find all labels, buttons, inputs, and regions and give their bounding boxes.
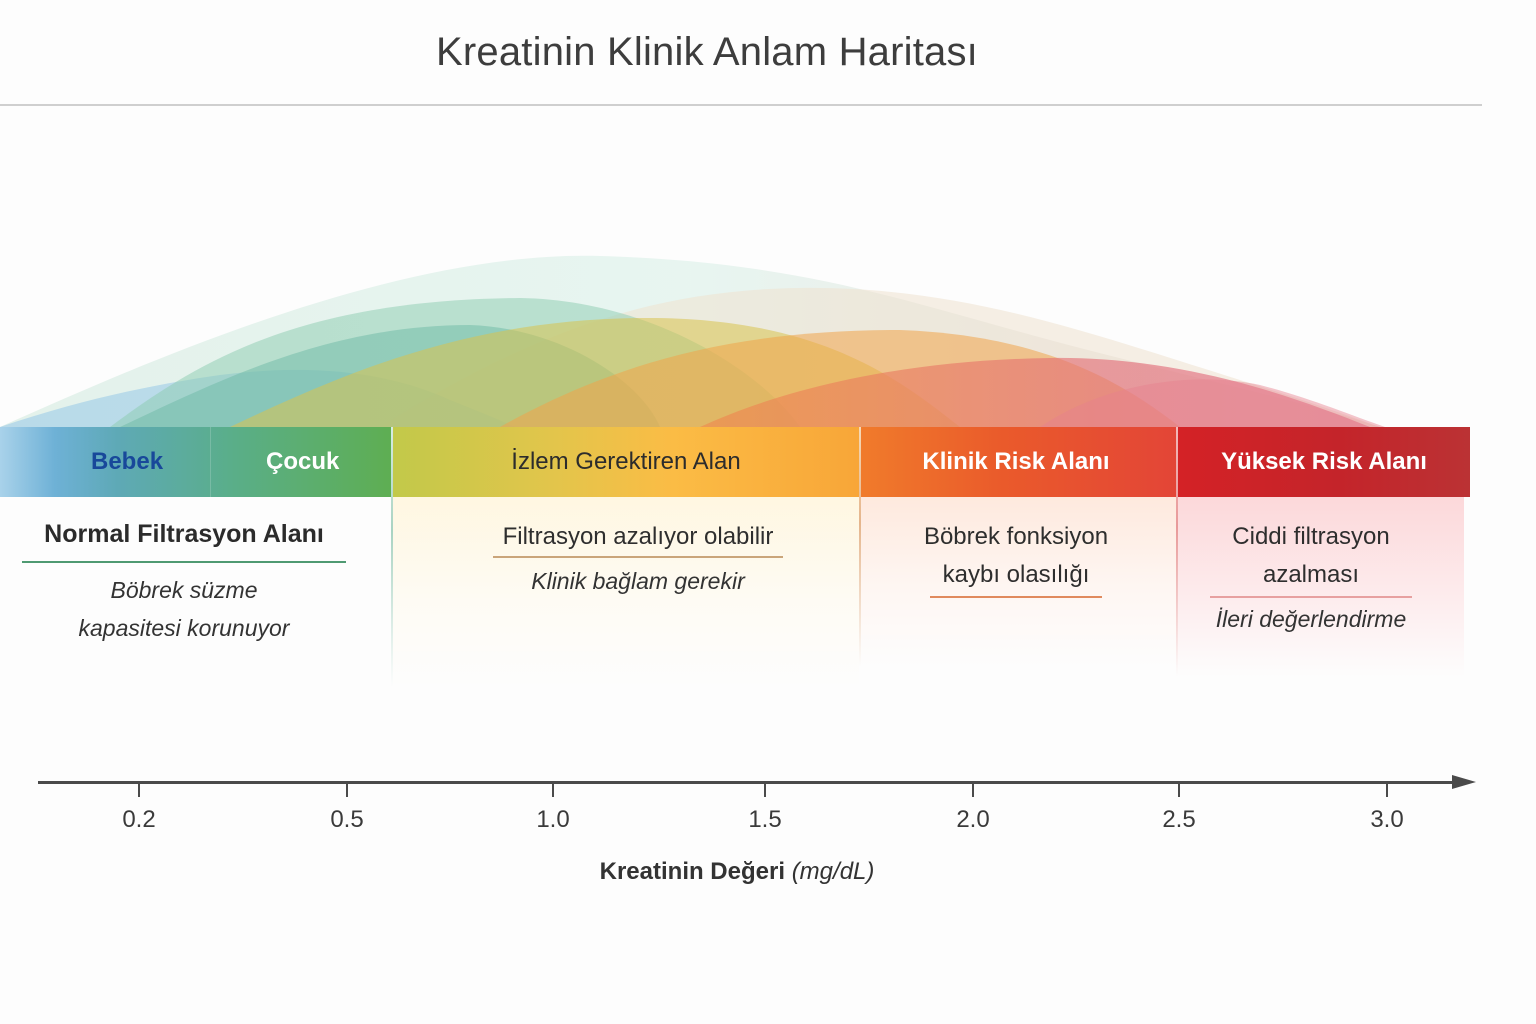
normal-heading: Normal Filtrasyon Alanı bbox=[44, 520, 324, 548]
infant-label: Bebek bbox=[91, 448, 164, 475]
tick-mark bbox=[138, 783, 140, 797]
tick-mark bbox=[972, 783, 974, 797]
normal-underline bbox=[22, 561, 346, 563]
infant-child-divider bbox=[210, 427, 211, 497]
high-risk-label: Yüksek Risk Alanı bbox=[1221, 448, 1427, 475]
tick-mark bbox=[346, 783, 348, 797]
zone-bar-normal: Bebek Çocuk bbox=[0, 427, 392, 497]
high-note: İleri değerlendirme bbox=[1215, 606, 1407, 632]
child-label: Çocuk bbox=[266, 448, 340, 475]
x-axis-title-unit: (mg/dL) bbox=[791, 858, 875, 885]
normal-zone-info: Normal Filtrasyon Alanı Böbrek süzme kap… bbox=[22, 520, 346, 647]
high-desc-line2: azalması bbox=[1262, 561, 1360, 588]
tick-mark bbox=[1386, 783, 1388, 797]
page-title: Kreatinin Klinik Anlam Haritası bbox=[436, 30, 978, 74]
tick-label: 1.0 bbox=[536, 806, 570, 833]
x-axis-arrow-icon bbox=[1452, 775, 1476, 789]
tick-label: 0.5 bbox=[330, 806, 364, 833]
clinical-zone-info: Böbrek fonksiyon kaybı olasılığı bbox=[861, 518, 1171, 598]
high-desc-line1: Ciddi filtrasyon bbox=[1232, 523, 1390, 550]
divider-clinical-high bbox=[1176, 427, 1178, 677]
zone-bar-clinical: Klinik Risk Alanı bbox=[861, 427, 1177, 497]
title-divider bbox=[0, 104, 1482, 106]
watch-underline bbox=[493, 556, 783, 558]
watch-note: Klinik bağlam gerekir bbox=[531, 568, 745, 594]
tick-label: 2.0 bbox=[956, 806, 990, 833]
high-risk-pane bbox=[1178, 497, 1464, 677]
clinical-curve bbox=[700, 357, 1370, 427]
high-underline bbox=[1210, 596, 1412, 598]
watch-desc: Filtrasyon azalıyor olabilir bbox=[502, 523, 774, 550]
normal-desc-line1: Böbrek süzme bbox=[110, 577, 258, 603]
tick-label: 2.5 bbox=[1162, 806, 1196, 833]
divider-watch-clinical bbox=[859, 427, 861, 667]
x-axis-title-main: Kreatinin Değeri bbox=[599, 858, 786, 885]
tick-label: 1.5 bbox=[748, 806, 782, 833]
clinical-desc-line1: Böbrek fonksiyon bbox=[923, 523, 1109, 550]
zone-bar-watch: İzlem Gerektiren Alan bbox=[393, 427, 859, 497]
watch-zone-info: Filtrasyon azalıyor olabilir Klinik bağl… bbox=[393, 518, 883, 600]
x-axis-line bbox=[38, 781, 1458, 784]
watch-label: İzlem Gerektiren Alan bbox=[511, 448, 741, 475]
clinical-underline bbox=[930, 596, 1102, 598]
x-axis-title: Kreatinin Değeri (mg/dL) bbox=[0, 858, 1474, 886]
zone-bar-high-risk: Yüksek Risk Alanı bbox=[1178, 427, 1470, 497]
tick-label: 0.2 bbox=[122, 806, 156, 833]
high-risk-zone-info: Ciddi filtrasyon azalması İleri değerlen… bbox=[1178, 518, 1444, 638]
normal-desc-line2: kapasitesi korunuyor bbox=[78, 615, 290, 641]
clinical-desc-line2: kaybı olasılığı bbox=[942, 561, 1090, 588]
tick-label: 3.0 bbox=[1370, 806, 1404, 833]
high-risk-curve bbox=[1040, 379, 1385, 427]
divider-normal-watch bbox=[391, 427, 393, 687]
watch-pane bbox=[393, 497, 859, 687]
tick-mark bbox=[1178, 783, 1180, 797]
clinical-pane bbox=[861, 497, 1177, 667]
clinical-label: Klinik Risk Alanı bbox=[922, 448, 1110, 475]
tick-mark bbox=[552, 783, 554, 797]
tick-mark bbox=[764, 783, 766, 797]
